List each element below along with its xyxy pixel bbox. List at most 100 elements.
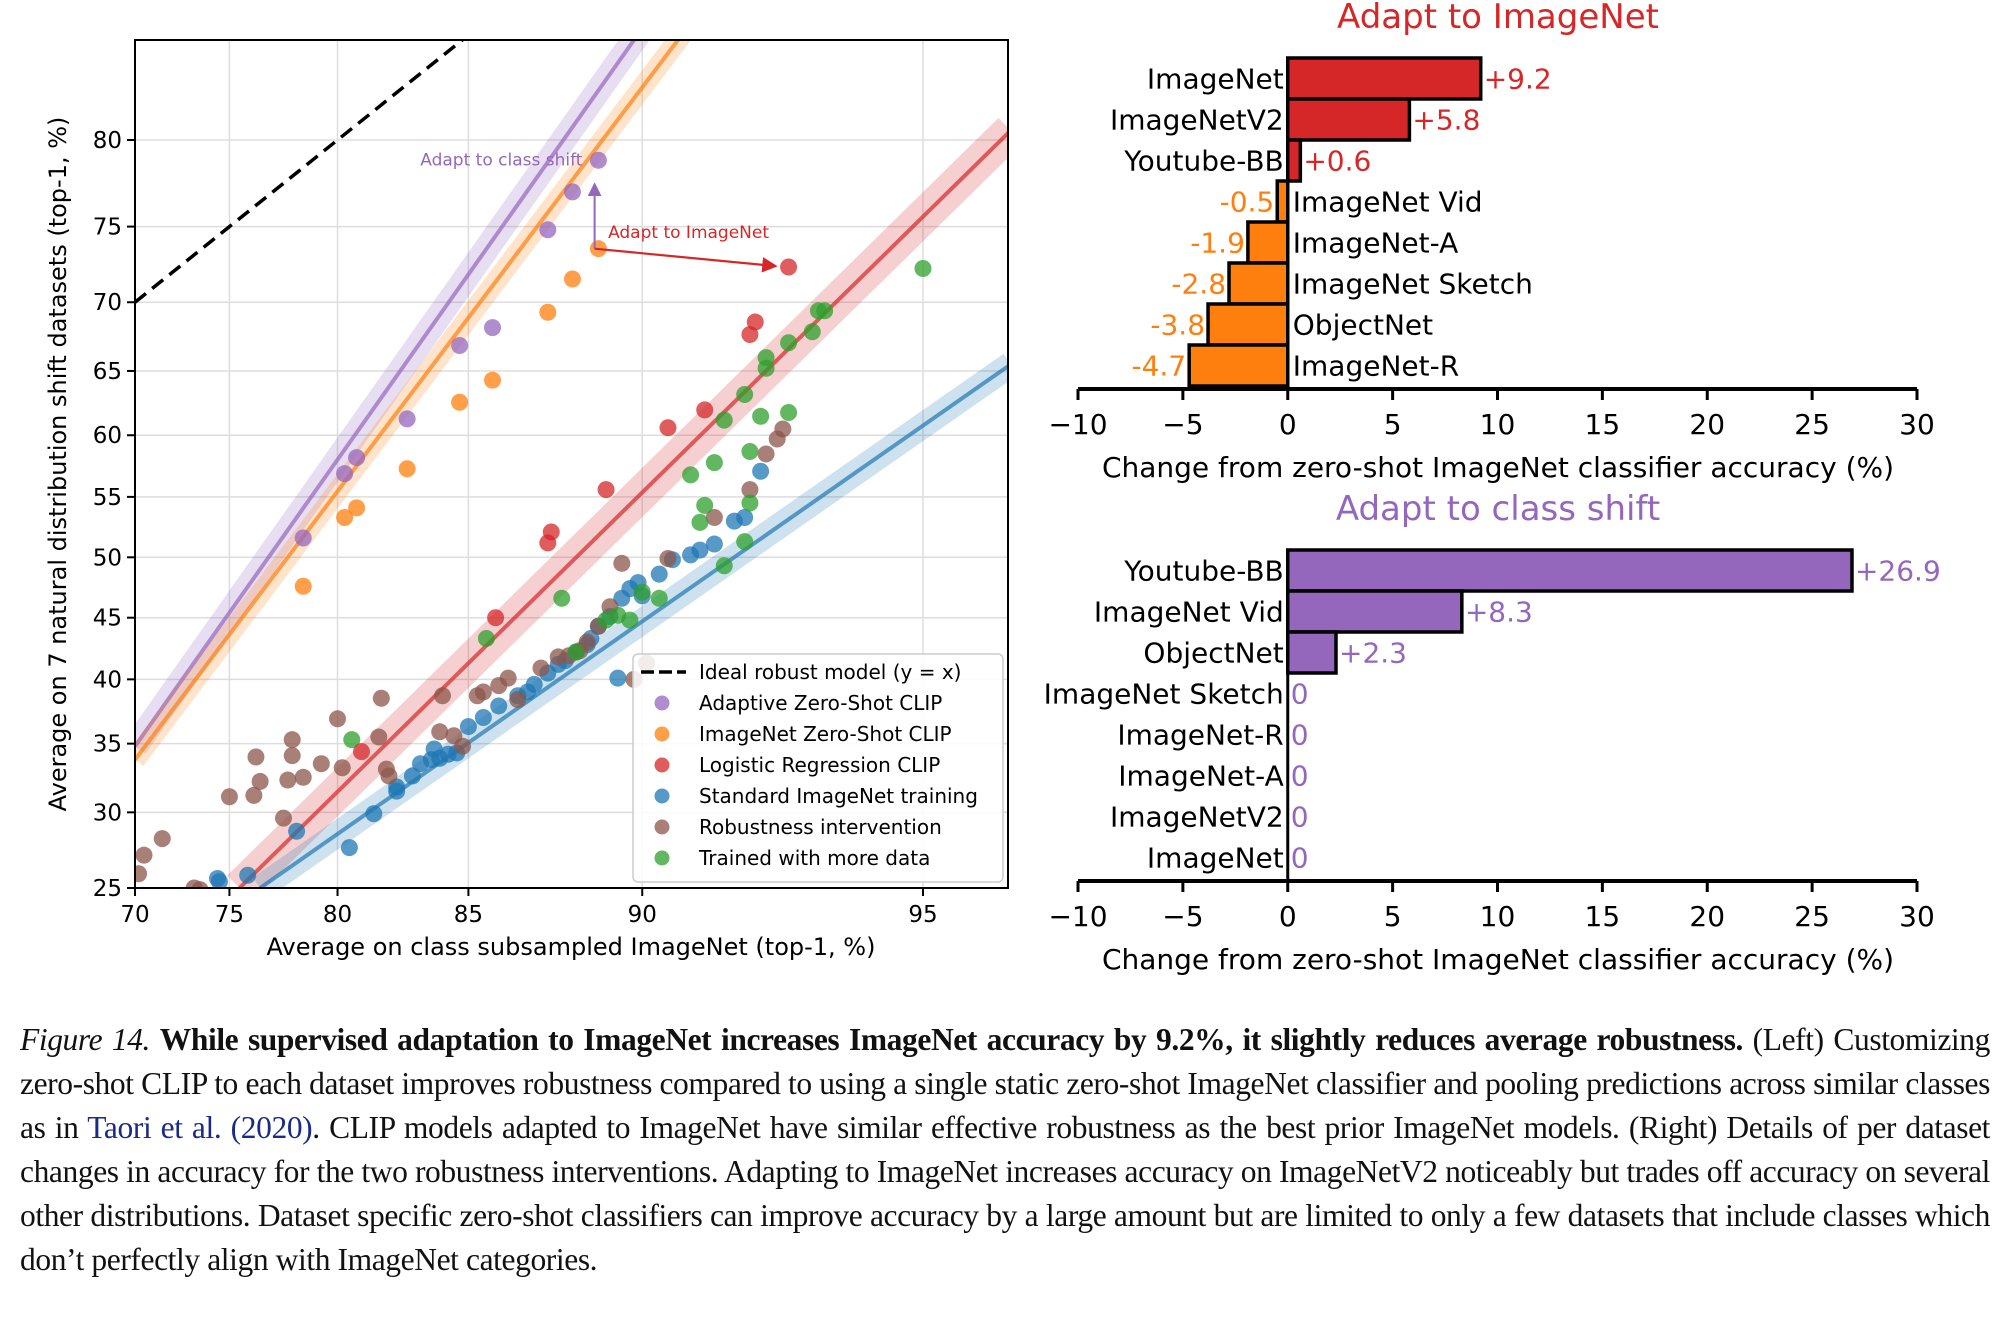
x-tick-label: 10 <box>1480 900 1516 933</box>
x-tick-label: 25 <box>1794 900 1830 933</box>
adapt-imagenet-label: Adapt to ImageNet <box>608 223 769 243</box>
legend-marker-icon <box>654 726 670 742</box>
data-point <box>372 689 390 707</box>
fit-line <box>238 130 1008 888</box>
data-point <box>659 550 677 568</box>
bar-category-label: ImageNet <box>1147 842 1284 875</box>
data-point <box>451 393 469 411</box>
bar-value-label: 0 <box>1291 719 1309 752</box>
data-point <box>597 481 615 499</box>
data-point <box>487 609 505 627</box>
bar-value-label: +9.2 <box>1484 63 1552 96</box>
bar-value-label: -3.8 <box>1150 309 1205 342</box>
x-tick-label: 0 <box>1279 900 1297 933</box>
data-point <box>283 731 301 749</box>
left-scatter-chart: Adapt to class shift Adapt to ImageNet 7… <box>44 39 1009 961</box>
data-point <box>380 767 398 785</box>
data-point <box>312 755 330 773</box>
citation-link[interactable]: Taori et al. (2020) <box>87 1110 313 1145</box>
data-point <box>696 496 714 514</box>
data-point <box>696 401 714 419</box>
y-tick-label: 40 <box>93 667 122 693</box>
bar-value-label: 0 <box>1291 678 1309 711</box>
caption-body-2: . CLIP models adapted to ImageNet have s… <box>20 1110 1991 1277</box>
adapt-imagenet-arrow <box>594 247 778 273</box>
data-point <box>705 454 723 472</box>
bar-category-label: ObjectNet <box>1293 309 1433 342</box>
left-gridlines <box>134 40 1008 889</box>
left-y-ticks: 25 30 35 40 45 50 55 60 65 70 75 80 <box>93 128 135 902</box>
left-x-ticks: 70 75 80 85 90 95 <box>120 888 938 928</box>
legend: Ideal robust model (y = x) Adaptive Zero-… <box>632 653 1004 883</box>
data-point <box>553 589 571 607</box>
bar-category-label: ImageNet-R <box>1293 350 1459 383</box>
data-point <box>474 709 492 727</box>
data-point <box>294 529 312 547</box>
bar-category-label: ImageNet Vid <box>1293 186 1483 219</box>
bar-category-label: ImageNet-A <box>1293 227 1458 260</box>
bar <box>1286 589 1464 634</box>
figure-svg: Adapt to class shift Adapt to ImageNet 7… <box>44 0 1941 976</box>
data-point <box>451 336 469 354</box>
bar <box>1206 302 1290 347</box>
data-point <box>914 260 932 278</box>
y-tick-label: 30 <box>93 800 122 826</box>
y-tick-label: 60 <box>93 423 122 449</box>
data-point <box>398 460 416 478</box>
data-point <box>294 768 312 786</box>
bar-category-label: Youtube-BB <box>1123 145 1284 178</box>
x-tick-label: −5 <box>1162 408 1203 441</box>
data-point <box>736 533 754 551</box>
bar-category-label: ImageNet-R <box>1117 719 1283 752</box>
data-point <box>348 499 366 517</box>
bar-value-label: -2.8 <box>1171 268 1226 301</box>
data-point <box>294 577 312 595</box>
adapt-class-shift-label: Adapt to class shift <box>420 150 583 170</box>
y-tick-label: 35 <box>93 732 122 758</box>
legend-marker-icon <box>654 788 670 804</box>
bar-chart-title: Adapt to class shift <box>1336 489 1660 529</box>
data-point <box>816 302 834 320</box>
data-point <box>752 407 770 425</box>
x-tick-label: 5 <box>1384 900 1402 933</box>
legend-item: Robustness intervention <box>654 815 942 839</box>
data-point <box>633 583 651 601</box>
legend-label: Ideal robust model (y = x) <box>699 660 961 684</box>
bar-value-label: +26.9 <box>1855 555 1941 588</box>
y-tick-label: 80 <box>93 128 122 154</box>
data-point <box>650 565 668 583</box>
data-point <box>191 881 209 888</box>
data-point <box>621 611 639 629</box>
x-tick-label: 10 <box>1480 408 1516 441</box>
x-tick-label: 25 <box>1794 408 1830 441</box>
data-point <box>153 830 171 848</box>
data-point <box>135 846 153 864</box>
bar-category-label: ImageNet Sketch <box>1044 678 1284 711</box>
bar-category-label: ImageNetV2 <box>1110 104 1284 137</box>
bar-category-label: ImageNet-A <box>1118 760 1283 793</box>
bar <box>1286 138 1303 183</box>
left-y-axis-label: Average on 7 natural distribution shift … <box>44 117 72 812</box>
bar-chart-title: Adapt to ImageNet <box>1337 0 1659 37</box>
data-point <box>741 442 759 460</box>
data-point <box>210 873 228 888</box>
data-point <box>578 633 596 651</box>
fit-confidence-band <box>135 40 650 754</box>
data-point <box>477 629 495 647</box>
data-point <box>539 303 557 321</box>
x-tick-label: 20 <box>1689 408 1725 441</box>
data-point <box>509 691 527 709</box>
data-point <box>563 270 581 288</box>
legend-label: Robustness intervention <box>699 815 942 839</box>
data-point <box>329 710 347 728</box>
data-point <box>741 481 759 499</box>
data-point <box>365 805 383 823</box>
data-point <box>609 669 627 687</box>
legend-item: Ideal robust model (y = x) <box>641 660 961 684</box>
left-x-axis-label: Average on class subsampled ImageNet (to… <box>267 933 876 961</box>
data-point <box>741 494 759 512</box>
bar <box>1286 56 1483 101</box>
data-point <box>474 683 492 701</box>
caption-body-1: (Left) Customizing zero-shot CLIP to eac… <box>20 1022 1990 1145</box>
data-point <box>431 723 449 741</box>
